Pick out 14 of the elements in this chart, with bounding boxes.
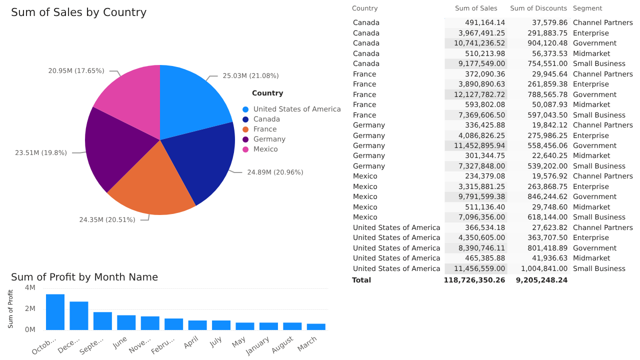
bar (117, 315, 136, 330)
bar (212, 320, 231, 330)
bar (259, 322, 278, 330)
bar (236, 322, 254, 330)
bar (70, 302, 88, 330)
bar (140, 316, 160, 330)
bar (164, 318, 184, 330)
bar (46, 294, 64, 330)
chart-title: Sum of Profit by Month Name (11, 272, 158, 284)
bar (306, 324, 326, 330)
bar (93, 312, 112, 330)
chart-title: Sum of Sales by Country (11, 6, 148, 19)
bar (283, 322, 302, 330)
bar (188, 320, 207, 330)
